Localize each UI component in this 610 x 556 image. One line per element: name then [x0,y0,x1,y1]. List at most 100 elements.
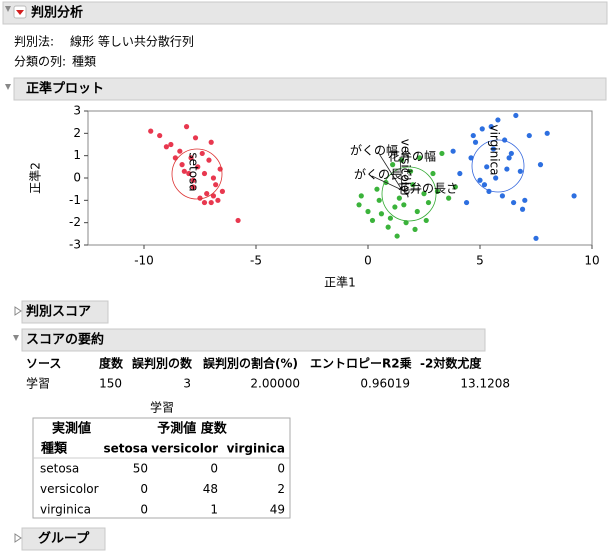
row-label: virginica [40,503,91,517]
point [394,233,400,239]
point [479,126,485,132]
cell: 3 [183,377,191,391]
point [522,197,528,203]
disclosure[interactable] [5,84,11,90]
point [423,217,429,224]
y-axis-label: 正準2 [28,162,43,194]
biplot-ray [377,151,403,191]
cell: 1 [210,503,218,517]
point [208,199,214,206]
point [490,146,497,152]
cell: 2 [277,482,285,496]
cell: 学習 [26,376,50,391]
table-title: 学習 [150,400,174,415]
point [204,191,210,197]
point [195,164,201,170]
point [499,193,505,199]
point [403,220,409,226]
point [201,199,208,206]
column-header: virginica [227,442,285,456]
point [199,150,205,157]
point [463,199,470,206]
x-axis-label: 正準1 [324,275,356,290]
point [374,186,380,192]
plot [87,110,593,246]
point [396,195,402,201]
point [504,166,510,172]
point [390,162,396,168]
point [208,139,214,145]
label: 分類の列: [14,55,66,69]
canonical-plot-overlay [171,139,525,222]
cell: 50 [133,462,148,476]
point [378,211,385,217]
point [416,155,423,161]
point [177,148,183,154]
point [446,195,452,201]
point [188,155,194,161]
disclosure[interactable] [13,335,19,341]
disclosure[interactable] [14,306,22,316]
section-title: スコアの要約 [26,332,104,348]
point [407,168,414,174]
x-tick-label: 10 [584,254,599,268]
point [197,195,203,201]
point [179,162,185,168]
column-header: エントロピーR2乗 [310,357,412,371]
point [439,150,445,157]
point [365,208,371,215]
section-bar [13,77,607,101]
section-title: グループ [38,531,90,547]
point [192,135,199,141]
point [412,226,418,232]
point [472,139,479,145]
point [425,199,432,206]
point [369,217,376,224]
biplot-label: 花弁の長さ [398,181,458,196]
biplot-ray [399,156,403,191]
point [517,168,523,174]
frame [87,110,593,246]
point [450,148,456,154]
point [468,155,474,161]
disclosure[interactable] [14,533,22,543]
point [452,184,458,190]
point [457,170,463,177]
point [157,132,163,139]
point [488,124,494,130]
y-tick-label: 3 [73,104,81,118]
column-header: ソース [26,357,61,371]
point [484,164,490,170]
biplot-ray [371,175,403,191]
point [493,175,499,181]
section-title: 判別スコア [26,304,91,320]
column-header: 誤判別の数 [132,356,193,371]
label: 判別法: [14,35,54,49]
point [376,197,382,203]
point [510,199,517,206]
point [235,217,241,224]
biplot-label: 花弁の幅 [388,149,436,164]
cell: 0 [277,462,285,476]
disclosure[interactable] [5,6,11,12]
mean-circle [381,166,437,222]
header: 予測値 度数 [157,421,228,437]
point [186,170,192,177]
cell: 2.00000 [250,377,300,391]
point [168,141,174,148]
point [148,128,154,134]
value: 種類 [72,55,96,69]
point [470,132,476,139]
point [219,188,225,194]
red-triangle[interactable] [16,10,24,15]
point [537,162,544,168]
point [401,202,407,208]
mean-circle [471,139,525,193]
point [544,130,550,136]
cell: 0 [140,482,148,496]
biplot-label: がくの幅 [350,143,398,158]
point [414,208,420,215]
cell: 48 [203,482,218,496]
